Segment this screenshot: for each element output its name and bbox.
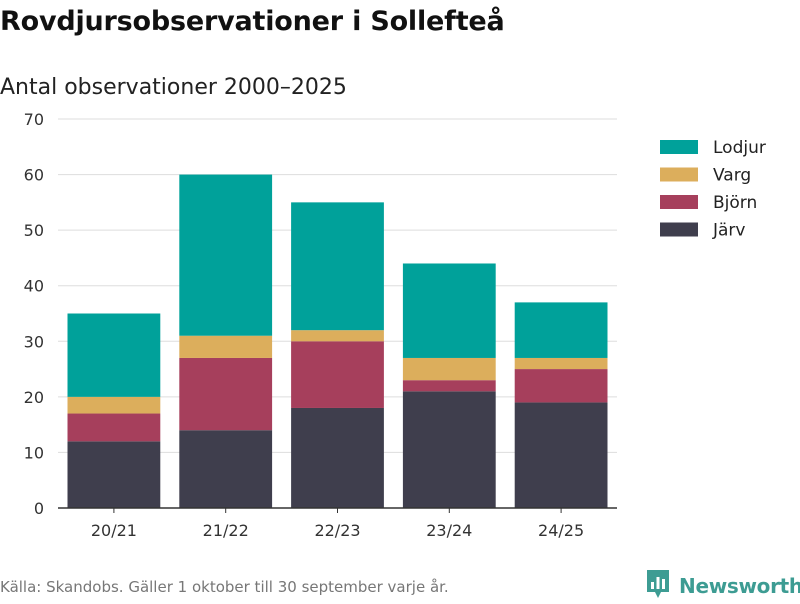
legend-label-järv: Järv <box>712 221 745 241</box>
y-tick-label: 20 <box>24 388 44 407</box>
legend-swatch-björn <box>660 195 698 209</box>
y-tick-label: 30 <box>24 332 44 351</box>
bar-segment-varg-21-22[interactable] <box>179 335 273 358</box>
bar-segment-järv-24-25[interactable] <box>514 402 608 508</box>
x-tick-label: 24/25 <box>538 521 584 540</box>
brand[interactable]: Newsworthy <box>645 568 800 604</box>
bar-segment-lodjur-24-25[interactable] <box>514 302 608 358</box>
bar-segment-björn-22-23[interactable] <box>291 341 384 408</box>
y-tick-label: 10 <box>24 443 44 462</box>
x-tick-label: 20/21 <box>91 521 137 540</box>
bar-segment-björn-20-21[interactable] <box>67 413 161 442</box>
legend-label-varg: Varg <box>713 166 751 186</box>
y-tick-label: 40 <box>24 277 44 296</box>
brand-name: Newsworthy <box>679 574 800 598</box>
axes: 0 10 20 30 40 50 60 70 20/21 21/22 22/23 23/24 24/25 <box>24 110 617 540</box>
bar-segment-björn-21-22[interactable] <box>179 357 273 431</box>
x-tick-label: 22/23 <box>314 521 360 540</box>
source-note: Källa: Skandobs. Gäller 1 oktober till 3… <box>0 578 449 596</box>
bar-segment-lodjur-23-24[interactable] <box>402 263 496 358</box>
y-tick-label: 0 <box>34 499 44 518</box>
y-tick-label: 50 <box>24 221 44 240</box>
x-tick-label: 23/24 <box>426 521 472 540</box>
bar-segment-järv-22-23[interactable] <box>291 407 384 508</box>
legend-label-lodjur: Lodjur <box>713 138 766 158</box>
bar-segment-järv-23-24[interactable] <box>402 391 496 508</box>
legend-swatch-lodjur <box>660 140 698 154</box>
bar-segment-lodjur-22-23[interactable] <box>291 202 384 331</box>
legend-swatch-varg <box>660 167 698 182</box>
bar-segment-varg-20-21[interactable] <box>67 396 161 414</box>
bar-segment-järv-20-21[interactable] <box>67 441 161 508</box>
legend-swatch-järv <box>660 222 698 237</box>
legend-label-björn: Björn <box>713 193 757 213</box>
newsworthy-logo-icon <box>645 568 671 604</box>
bar-segment-varg-23-24[interactable] <box>402 357 496 381</box>
y-tick-label: 70 <box>24 110 44 129</box>
bar-segment-lodjur-21-22[interactable] <box>179 174 273 336</box>
legend: Lodjur Varg Björn Järv <box>660 138 766 241</box>
bars <box>67 174 608 508</box>
bar-segment-björn-24-25[interactable] <box>514 369 608 403</box>
x-tick-label: 21/22 <box>203 521 249 540</box>
bar-segment-varg-24-25[interactable] <box>514 357 608 370</box>
chart-subtitle: Antal observationer 2000–2025 <box>0 75 347 100</box>
y-tick-label: 60 <box>24 166 44 185</box>
bar-segment-björn-23-24[interactable] <box>402 380 496 392</box>
chart-title: Rovdjursobservationer i Sollefteå <box>0 6 505 37</box>
bar-segment-järv-21-22[interactable] <box>179 430 273 508</box>
bar-segment-varg-22-23[interactable] <box>291 330 384 342</box>
bar-segment-lodjur-20-21[interactable] <box>67 313 161 397</box>
